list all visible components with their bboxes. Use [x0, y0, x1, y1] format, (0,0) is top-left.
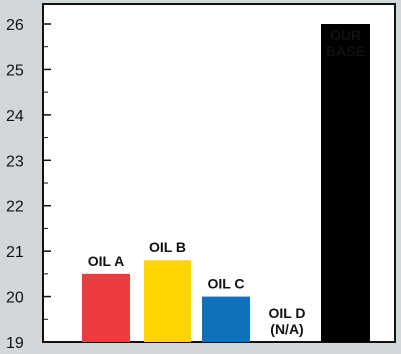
bar-label: OIL A	[88, 253, 125, 269]
bar-oil-c	[202, 296, 250, 342]
y-tick-label: 23	[6, 153, 24, 170]
bar-our-base	[321, 24, 370, 342]
bars-group	[82, 24, 370, 342]
bar-label: OUR	[330, 27, 361, 43]
bar-oil-b	[144, 260, 191, 342]
y-axis: 19 20 21 22 23 24 25 26	[6, 17, 51, 352]
bar-label: BASE	[326, 43, 365, 59]
y-tick-label: 25	[6, 62, 24, 79]
y-tick-label: 20	[6, 290, 24, 307]
y-tick-label: 19	[6, 335, 24, 349]
bar-label: OIL C	[207, 276, 244, 292]
bar-oil-a	[82, 273, 130, 342]
bar-label: (N/A)	[270, 321, 303, 337]
y-tick-label: 22	[6, 199, 24, 216]
bar-label: OIL D	[268, 305, 305, 321]
y-tick-label: 24	[6, 108, 24, 125]
y-tick-label: 21	[6, 244, 24, 261]
bar-label: OIL B	[149, 239, 186, 255]
y-tick-label: 26	[6, 17, 24, 34]
